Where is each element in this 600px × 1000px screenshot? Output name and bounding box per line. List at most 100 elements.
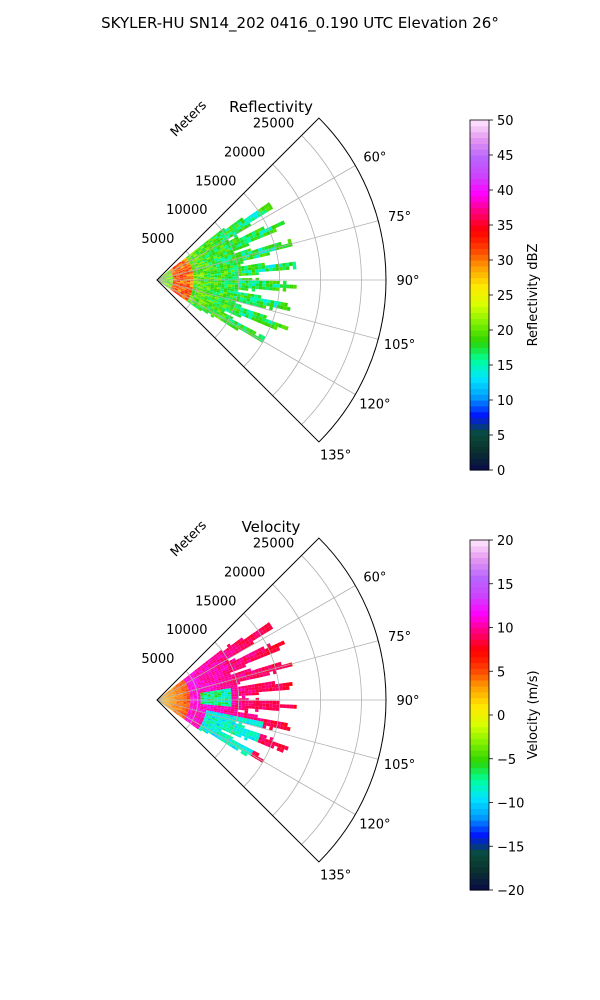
- radar-cell: [193, 694, 198, 697]
- radar-cell: [197, 715, 201, 719]
- radar-cell: [260, 626, 266, 631]
- radar-cell: [207, 692, 211, 695]
- radar-cell: [215, 672, 220, 676]
- radar-cell: [259, 700, 263, 704]
- colorbar-segment: [470, 195, 489, 203]
- radar-cell: [188, 718, 192, 722]
- radar-cell: [187, 265, 192, 268]
- radar-cell: [264, 682, 269, 686]
- radar-cell: [161, 274, 165, 277]
- colorbar-tick-label: 20: [497, 324, 514, 339]
- colorbar-segment: [470, 155, 489, 162]
- radar-cell: [168, 693, 173, 696]
- radar-cell: [207, 272, 211, 275]
- radar-cell: [162, 697, 167, 699]
- radar-cell: [198, 255, 203, 259]
- radar-cell: [231, 284, 235, 288]
- radar-cell: [234, 266, 238, 270]
- radar-cell: [179, 272, 183, 274]
- theta-gridline: [156, 640, 379, 701]
- radar-cell: [205, 248, 210, 252]
- radar-cell: [190, 275, 194, 277]
- radar-cell: [276, 704, 280, 708]
- radar-cell: [244, 710, 249, 714]
- radar-cell: [200, 673, 205, 676]
- radar-cell: [168, 272, 172, 275]
- radar-cell: [241, 702, 246, 706]
- radar-cell: [183, 677, 187, 681]
- radar-cell: [178, 708, 182, 711]
- radar-cell: [246, 236, 251, 241]
- panel-title: Velocity: [242, 518, 301, 536]
- radar-cell: [226, 261, 230, 265]
- radar-cell: [256, 732, 261, 737]
- radar-cell: [186, 281, 191, 283]
- radar-cell: [179, 713, 183, 717]
- radar-cell: [179, 695, 184, 697]
- radar-cell: [220, 302, 225, 306]
- radar-cell: [248, 705, 253, 709]
- radar-cell: [276, 280, 280, 285]
- radar-cell: [222, 655, 227, 660]
- radar-cell: [176, 275, 180, 277]
- colorbar-segment: [470, 464, 489, 471]
- radar-cell: [176, 282, 180, 285]
- radar-cell: [215, 252, 220, 256]
- radar-cell: [257, 667, 262, 672]
- radar-cell: [186, 694, 191, 697]
- radar-cell: [255, 272, 259, 276]
- r-tick-label: 20000: [224, 565, 265, 580]
- radar-cell: [272, 670, 277, 675]
- radar-cell: [199, 299, 204, 303]
- radar-cell: [251, 272, 256, 276]
- radar-cell: [277, 241, 282, 247]
- colorbar-segment: [470, 697, 489, 704]
- radar-cell: [219, 711, 224, 714]
- radar-cell: [244, 251, 249, 256]
- radar-cell: [241, 235, 247, 240]
- radar-cell: [216, 288, 221, 292]
- radar-cell: [230, 643, 236, 648]
- radar-cell: [168, 693, 172, 695]
- radar-cell: [207, 726, 211, 730]
- radar-cell: [226, 725, 231, 729]
- radar-cell: [164, 692, 168, 695]
- radar-cell: [213, 268, 218, 271]
- radar-cell: [286, 284, 290, 289]
- radar-cell: [192, 672, 196, 676]
- radar-cell: [221, 307, 226, 311]
- radar-cell: [196, 252, 201, 256]
- radar-cell: [252, 700, 256, 704]
- radar-cell: [162, 699, 167, 700]
- colorbar-segment: [470, 849, 489, 856]
- radar-cell: [179, 692, 183, 694]
- radar-cell: [267, 664, 272, 669]
- radar-cell: [223, 237, 228, 241]
- radar-cell: [261, 649, 267, 654]
- radar-cell: [174, 690, 179, 693]
- radar-cell: [187, 264, 191, 267]
- radar-cell: [166, 698, 170, 700]
- radar-cell: [229, 261, 234, 264]
- radar-cell: [214, 717, 219, 720]
- radar-cell: [168, 705, 172, 708]
- radar-cell: [205, 714, 209, 717]
- radar-cell: [237, 734, 242, 738]
- radar-cell: [195, 306, 199, 310]
- radar-cell: [193, 284, 197, 286]
- radar-cell: [263, 301, 268, 306]
- radar-cell: [198, 727, 203, 731]
- radar-cell: [177, 688, 181, 691]
- radar-cell: [213, 691, 218, 694]
- radar-cell: [169, 697, 174, 699]
- radar-cell: [210, 677, 215, 680]
- radar-cell: [262, 672, 267, 677]
- radar-cell: [176, 712, 180, 715]
- colorbar-segment: [470, 860, 489, 868]
- radar-cell: [182, 285, 187, 287]
- radar-cell: [255, 706, 259, 710]
- radar-cell: [182, 284, 187, 287]
- radar-cell: [186, 277, 191, 279]
- range-ring: [272, 164, 321, 396]
- colorbar-segment: [470, 575, 489, 582]
